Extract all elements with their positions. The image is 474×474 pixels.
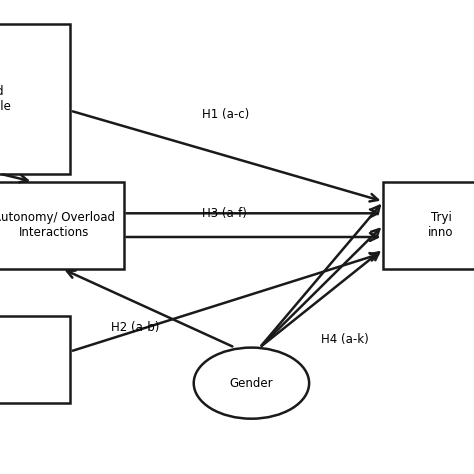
- Text: Gender: Gender: [229, 377, 273, 390]
- FancyBboxPatch shape: [383, 182, 474, 269]
- Ellipse shape: [194, 347, 309, 419]
- Text: y
method
schedule
criteria: y method schedule criteria: [0, 70, 12, 128]
- FancyBboxPatch shape: [0, 316, 70, 403]
- Text: ad
tative
titative: ad tative titative: [0, 338, 1, 381]
- FancyBboxPatch shape: [0, 24, 70, 174]
- FancyBboxPatch shape: [0, 182, 124, 269]
- Text: Tryi
inno: Tryi inno: [428, 211, 454, 239]
- Text: H2 (a-b): H2 (a-b): [111, 321, 160, 334]
- Text: H4 (a-k): H4 (a-k): [321, 333, 369, 346]
- Text: H1 (a-c): H1 (a-c): [202, 108, 249, 121]
- Text: H3 (a-f): H3 (a-f): [202, 207, 247, 220]
- Text: Autonomy/ Overload
Interactions: Autonomy/ Overload Interactions: [0, 211, 115, 239]
